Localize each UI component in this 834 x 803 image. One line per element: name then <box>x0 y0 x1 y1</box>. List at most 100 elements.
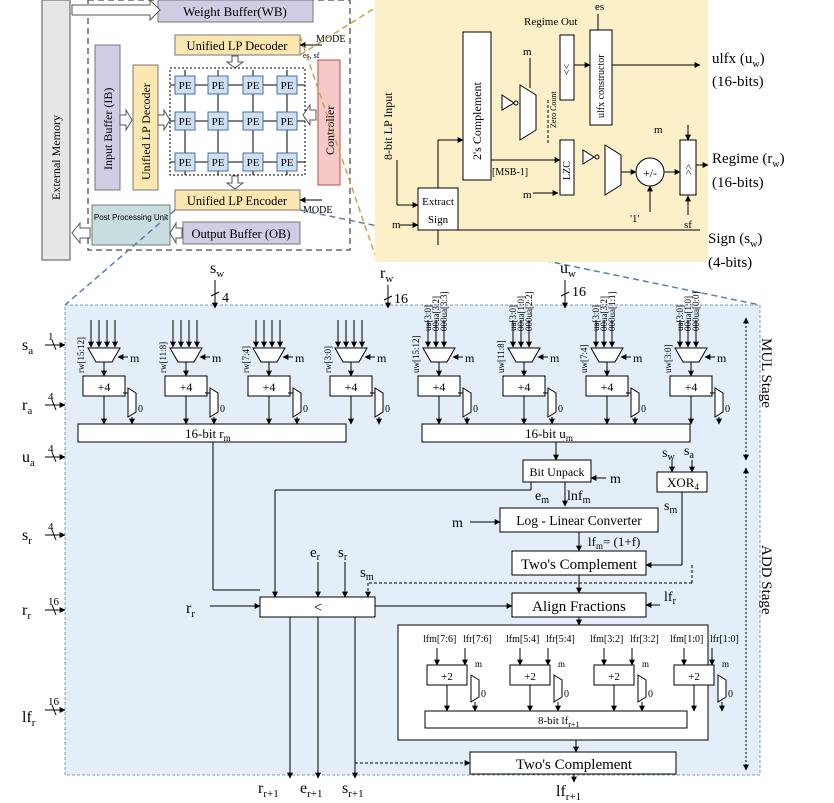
pe-label: PE <box>247 80 260 92</box>
mux <box>169 347 203 363</box>
lp-encoder-label: Unified LP Encoder <box>187 194 288 208</box>
carry-mux <box>292 387 302 418</box>
pe-cell: PE <box>242 75 264 95</box>
svg-text:rw: rw <box>380 265 393 285</box>
lp-decoder-side <box>132 64 159 191</box>
mux <box>87 347 121 363</box>
shift-right-label: >> <box>684 163 695 175</box>
lp-input-label: 8-bit LP Input <box>381 92 395 160</box>
m-label: m <box>633 351 643 365</box>
sign-output-label: Sign (sw) <box>708 231 762 250</box>
m-label: m <box>212 351 222 365</box>
um-bus-label: 16-bit um <box>525 426 573 443</box>
svg-text:rr: rr <box>22 602 31 622</box>
mux <box>507 347 541 363</box>
svg-text:4: 4 <box>48 443 54 455</box>
carry-mux <box>714 387 724 418</box>
input-buffer-label: Input Buffer (IB) <box>101 88 115 170</box>
zero-label: 0 <box>220 404 225 415</box>
zero-label: 0 <box>481 689 486 700</box>
pe-cell: PE <box>242 152 264 172</box>
mul-lane: m rw[3:0] +4 0 <box>323 320 390 425</box>
add-lane: lfm[1:0] lfr[1:0] +2 0 m <box>670 634 739 712</box>
svg-text:ua: ua <box>22 449 35 469</box>
svg-text:lfr: lfr <box>22 709 36 729</box>
bit-unpack-box <box>522 459 592 483</box>
pe-label: PE <box>247 116 260 128</box>
top-inputs: sw 4 rw 16 uw 16 <box>210 260 586 309</box>
lfr1-output-label: lfr+1 <box>556 783 581 803</box>
svg-text:16: 16 <box>572 285 586 300</box>
ulfx-multiplier-lanes: ua[3:0]00ua[3:2]000ua[3:3]muw[15:12]+40u… <box>411 292 730 425</box>
svg-text:m: m <box>452 516 463 531</box>
regime-output-label: Regime (rw) <box>712 151 785 170</box>
zero-label: 0 <box>385 404 390 415</box>
carry-mux <box>630 387 640 418</box>
mux <box>674 347 708 363</box>
decoder-detail: 8-bit LP Input Extract Sign m 2's Comple… <box>375 0 709 262</box>
fraction-adder-lanes: lfm[7:6] lfr[7:6] +2 0 m lfm[5:4] lfr[5:4] +2 0 m… <box>423 634 739 712</box>
plus4-label: +4 <box>685 380 698 394</box>
es-sf-label: es, sf <box>303 51 320 60</box>
ulfx-output-label: ulfx (uw) <box>712 51 765 70</box>
carry-mux <box>547 387 557 418</box>
svg-text:4: 4 <box>48 391 54 403</box>
lane-label: rw[3:0] <box>323 346 333 373</box>
carry-mux <box>462 387 472 418</box>
pe-cell: PE <box>276 111 298 131</box>
rr1-output-label: rr+1 <box>258 780 279 800</box>
mux <box>252 347 286 363</box>
pe-label: PE <box>281 80 294 92</box>
pe-cell: PE <box>207 75 229 95</box>
lfr-lane-label: lfr[7:6] <box>463 634 492 645</box>
lfm-lane-label: lfm[7:6] <box>423 634 456 645</box>
zero-count-label: Zero Count <box>549 91 558 128</box>
m-label: m <box>558 659 565 669</box>
add-lane: lfm[7:6] lfr[7:6] +2 0 m <box>423 634 492 712</box>
lane-label: uw[15:12] <box>411 336 421 374</box>
pe-cell: PE <box>276 152 298 172</box>
mul-lane: ua[3:0]00ua[3:2]000ua[3:3] m uw[15:12] +4 0 <box>411 292 478 425</box>
lfr-lane-label: lfr[3:2] <box>630 634 659 645</box>
svg-text:lfr: lfr <box>664 590 677 607</box>
log-linear-converter <box>499 507 659 533</box>
pe-label: PE <box>179 116 192 128</box>
input-buffer <box>94 44 121 191</box>
m-label: m <box>717 351 727 365</box>
pe-cell: PE <box>242 111 264 131</box>
lfm-lane-label: lfm[5:4] <box>506 634 539 645</box>
ua-tap-label: 000ua[2:2] <box>524 292 534 332</box>
lfm-equation: lfm= (1+f) <box>588 534 640 551</box>
zero-label: 0 <box>303 404 308 415</box>
ua-tap-label: ua[3:0] <box>508 305 518 331</box>
mul-lane: m rw[15:12] +4 0 <box>76 320 143 425</box>
regime-multiplier-lanes: m rw[15:12] +4 0 m rw[11:8] +4 0 m rw[7:4] +4 0 m rw[… <box>76 320 390 425</box>
pe-label: PE <box>179 80 192 92</box>
svg-text:sr: sr <box>22 527 32 547</box>
lane-label: rw[7:4] <box>241 346 251 373</box>
carry-mux <box>209 387 219 418</box>
mul-lane: ua[3:0]00ua[3:2]000ua[1:1] m uw[7:4] +4 0 <box>579 292 646 425</box>
one-label: '1' <box>630 213 639 225</box>
bit-unpack-label: Bit Unpack <box>530 465 585 479</box>
add-lane: lfm[3:2] lfr[3:2] +2 0 m <box>590 634 659 712</box>
svg-text:16: 16 <box>48 696 60 708</box>
lp-decoder-top-label: Unified LP Decoder <box>187 39 289 53</box>
sm-label: sm <box>664 499 677 516</box>
ua-tap-label: 00ua[1:0] <box>683 296 693 331</box>
m-label: m <box>523 189 532 201</box>
twos-complement-label: 2's Complement <box>470 82 484 160</box>
pe-label: PE <box>212 80 225 92</box>
ulfx-bits-label: (16-bits) <box>712 74 764 90</box>
svg-text:sw: sw <box>662 446 675 463</box>
sr1-output-label: sr+1 <box>342 780 364 800</box>
twos-complement-box <box>462 31 492 181</box>
svg-text:4: 4 <box>48 521 54 533</box>
output-buffer <box>182 221 301 245</box>
pe-cell: PE <box>174 75 196 95</box>
pe-label: PE <box>212 116 225 128</box>
sf-label: sf <box>684 219 692 231</box>
svg-text:ra: ra <box>22 397 32 417</box>
svg-text:er: er <box>310 545 321 563</box>
